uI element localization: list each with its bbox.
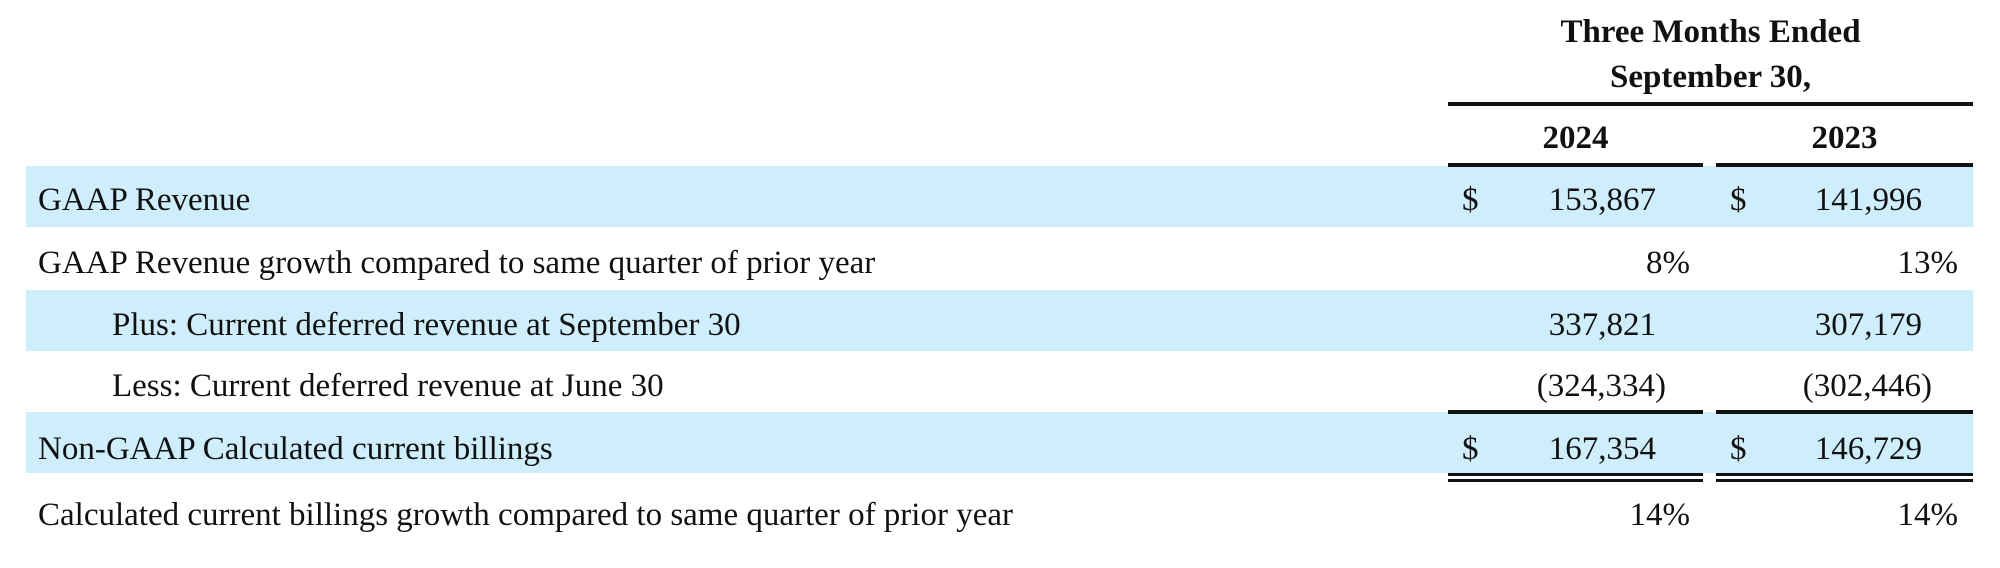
column-header: 2023	[1811, 120, 1878, 156]
currency: $	[1462, 182, 1479, 218]
cell-value: 153,867	[1548, 182, 1656, 218]
cell-value: (302,446)	[1802, 368, 1932, 404]
cell-value: 307,179	[1814, 307, 1922, 343]
cell-value: 146,729	[1814, 431, 1922, 467]
cell-value: 13%	[1897, 245, 1959, 281]
column-rule	[1716, 163, 1973, 167]
currency: $	[1462, 431, 1479, 467]
row-label: Calculated current billings growth compa…	[38, 497, 1013, 533]
cell-value: 141,996	[1814, 182, 1922, 218]
row-band	[26, 290, 1973, 351]
cell-value: 14%	[1897, 497, 1959, 533]
row-label: GAAP Revenue	[38, 182, 251, 218]
column-rule	[1448, 163, 1703, 167]
currency: $	[1730, 182, 1747, 218]
column-header: 2024	[1542, 120, 1609, 156]
subtotal-rule	[1448, 410, 1703, 414]
currency: $	[1730, 431, 1747, 467]
row-label: GAAP Revenue growth compared to same qua…	[38, 245, 876, 281]
header-title: Three Months Ended	[1560, 14, 1861, 50]
total-rule	[1716, 479, 1973, 482]
row-band	[26, 412, 1973, 473]
header-rule	[1448, 102, 1973, 106]
row-label: Non-GAAP Calculated current billings	[38, 431, 553, 467]
header-title: September 30,	[1609, 59, 1812, 95]
cell-value: 167,354	[1548, 431, 1656, 467]
total-rule	[1716, 473, 1973, 476]
cell-value: 8%	[1646, 245, 1690, 281]
total-rule	[1448, 479, 1703, 482]
subtotal-rule	[1716, 410, 1973, 414]
row-label: Less: Current deferred revenue at June 3…	[112, 368, 664, 404]
cell-value: 337,821	[1548, 307, 1656, 343]
total-rule	[1448, 473, 1703, 476]
row-label: Plus: Current deferred revenue at Septem…	[112, 307, 741, 343]
cell-value: 14%	[1629, 497, 1691, 533]
row-band	[26, 166, 1973, 227]
cell-value: (324,334)	[1536, 368, 1666, 404]
